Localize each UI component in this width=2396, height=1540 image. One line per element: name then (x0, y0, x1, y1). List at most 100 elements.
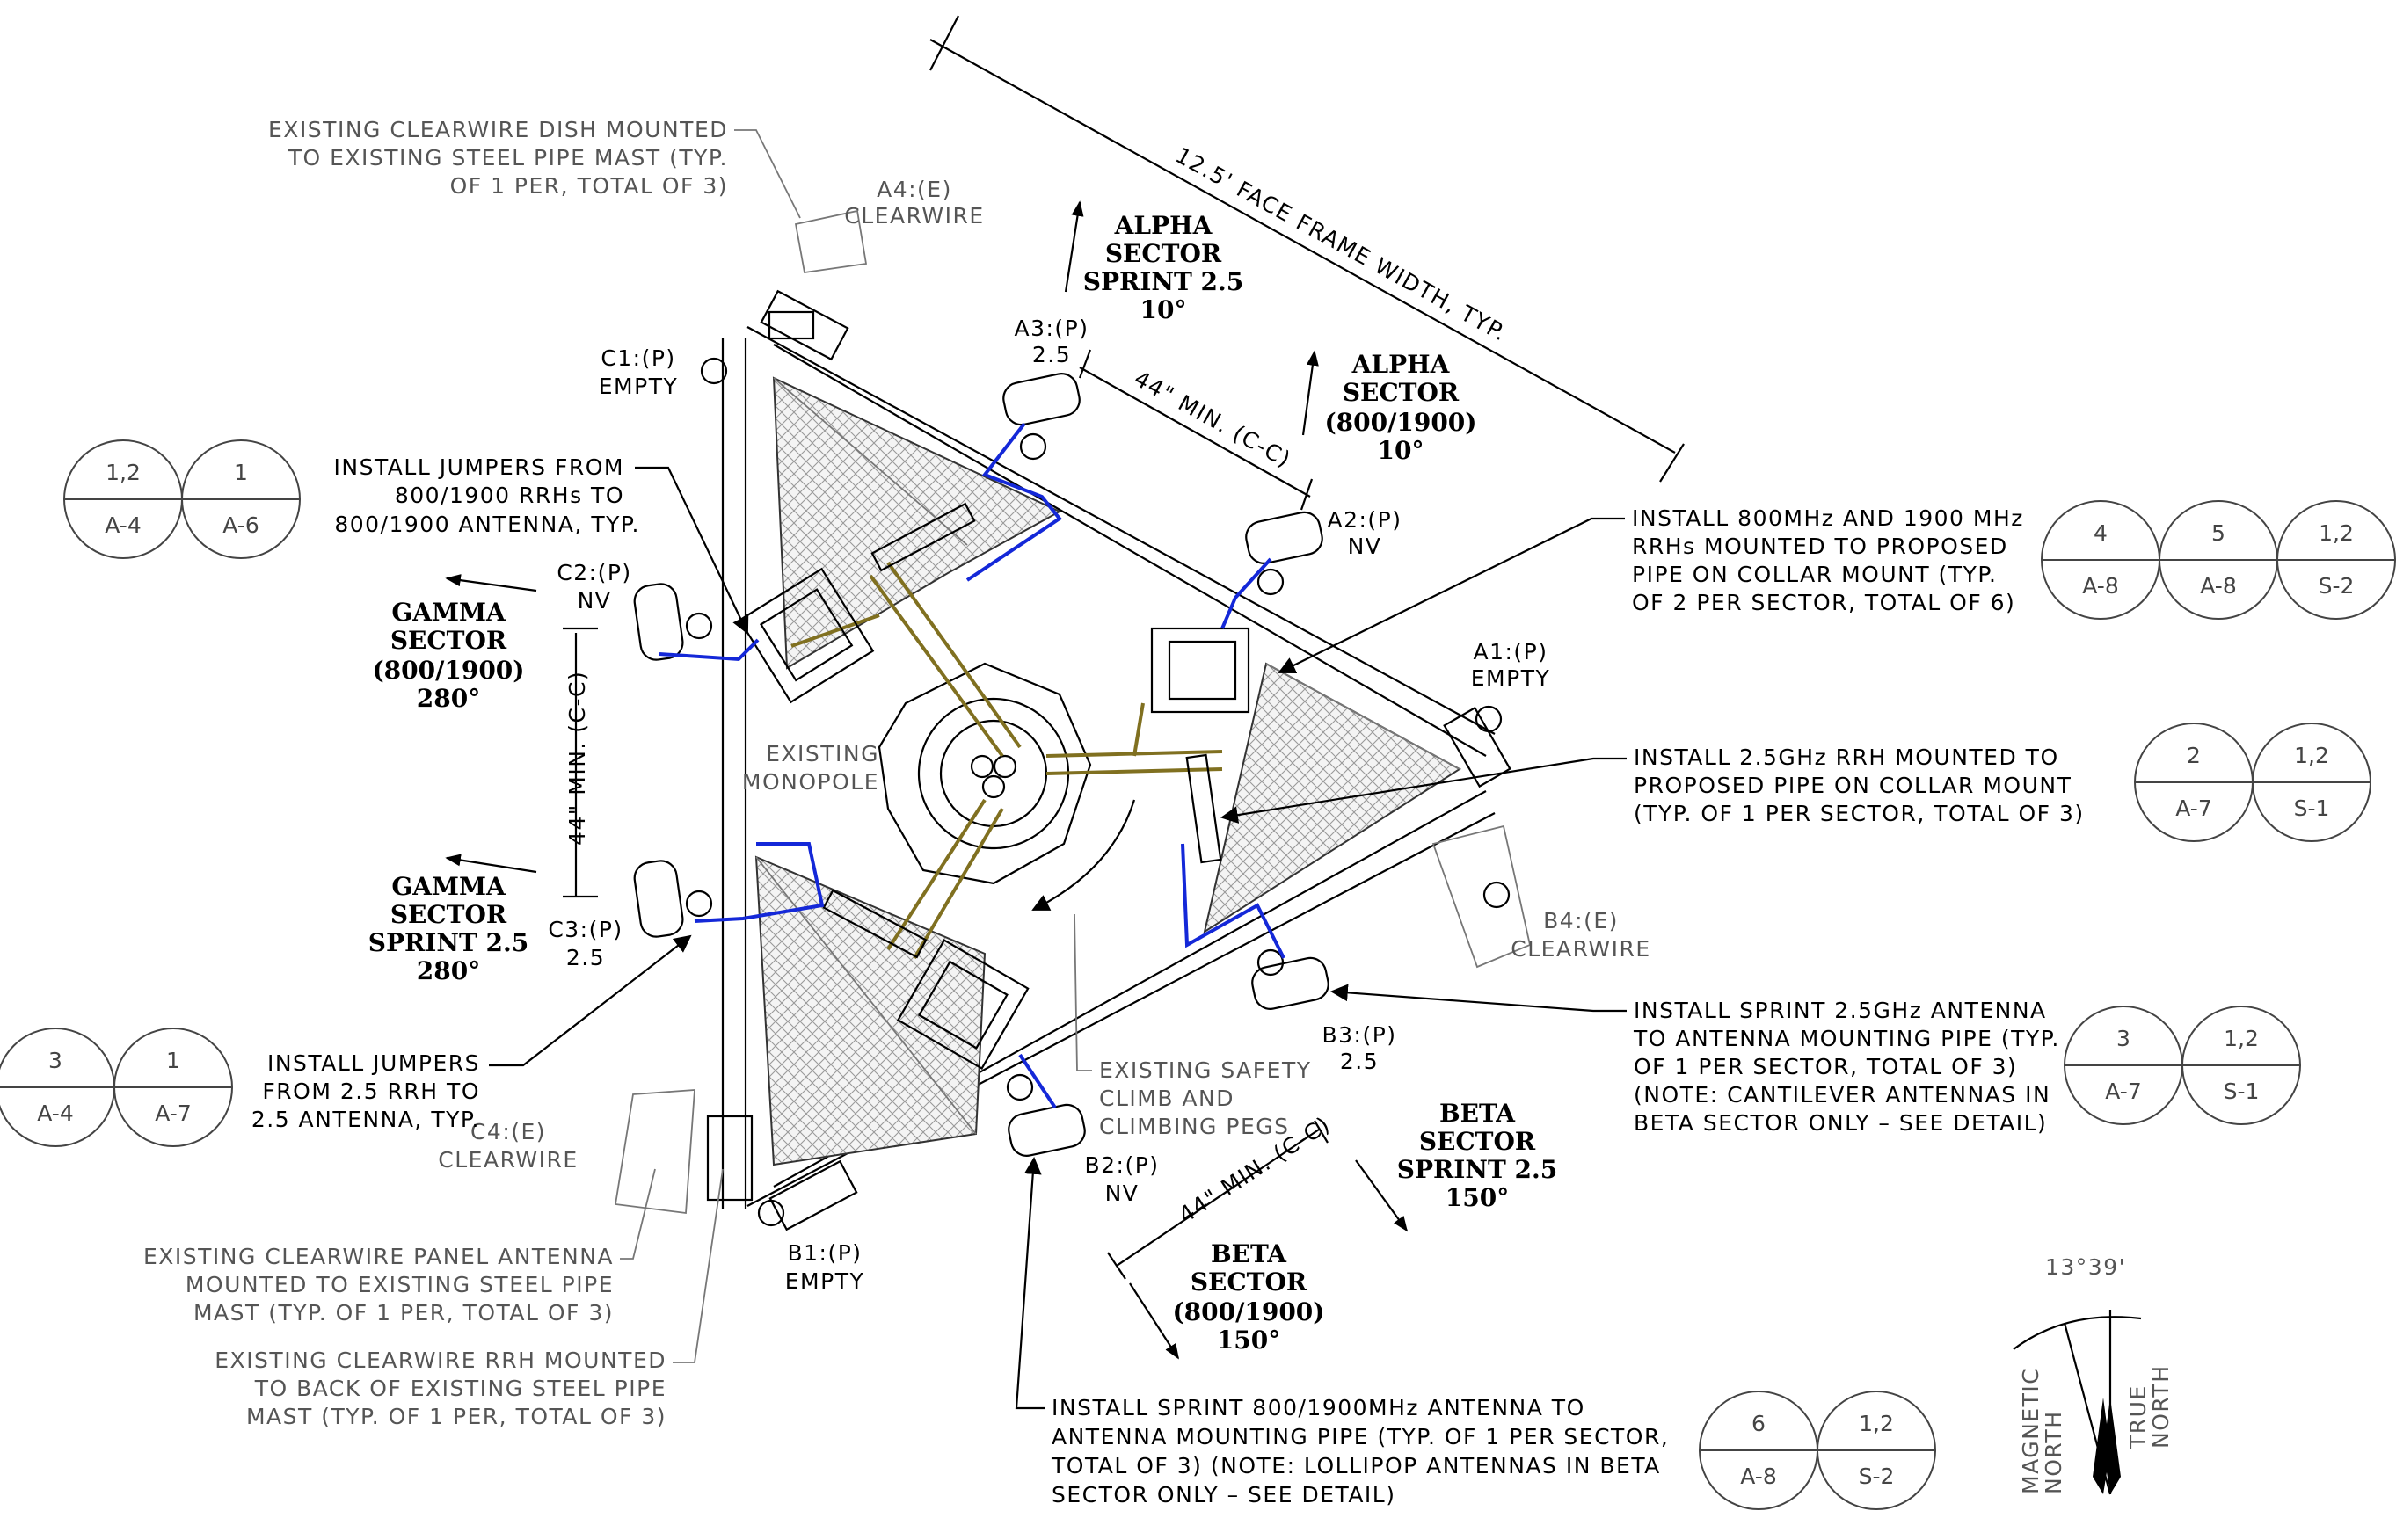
svg-text:800/1900 RRHs TO: 800/1900 RRHs TO (395, 483, 624, 508)
detail-bubble: 2 A-7 (2134, 723, 2254, 842)
svg-text:EXISTING SAFETY: EXISTING SAFETY (1099, 1057, 1311, 1083)
sheet-number: S-2 (2319, 573, 2355, 599)
svg-text:BETA: BETA (1211, 1239, 1287, 1268)
svg-text:PROPOSED PIPE ON COLLAR MOUNT: PROPOSED PIPE ON COLLAR MOUNT (1634, 773, 2072, 798)
svg-text:SPRINT 2.5: SPRINT 2.5 (1083, 267, 1244, 296)
svg-text:SECTOR: SECTOR (390, 900, 507, 929)
detail-number: 1,2 (2224, 1026, 2259, 1051)
svg-text:280°: 280° (417, 684, 480, 713)
detail-bubble: 6 A-8 (1699, 1391, 1818, 1510)
svg-text:SECTOR: SECTOR (390, 626, 507, 655)
sheet-number: A-7 (2175, 795, 2211, 821)
detail-bubble: 1 A-6 (181, 439, 301, 559)
detail-bubble: 1,2 A-4 (63, 439, 183, 559)
svg-text:EXISTING: EXISTING (766, 741, 879, 766)
svg-text:2.5: 2.5 (566, 945, 605, 970)
svg-text:SECTOR: SECTOR (1191, 1268, 1307, 1297)
support-arms (790, 561, 1223, 960)
detail-number: 3 (48, 1048, 62, 1073)
note-rrh-25: INSTALL 2.5GHz RRH MOUNTED TO PROPOSED P… (1220, 745, 2085, 826)
svg-text:(800/1900): (800/1900) (372, 656, 524, 685)
detail-bubble: 5 A-8 (2159, 500, 2278, 620)
detail-bubble: 3 A-4 (0, 1028, 115, 1147)
svg-text:NV: NV (578, 588, 612, 614)
detail-bubble: 1 A-7 (113, 1028, 233, 1147)
svg-text:(NOTE: CANTILEVER ANTENNAS IN: (NOTE: CANTILEVER ANTENNAS IN (1634, 1082, 2050, 1108)
detail-number: 1 (166, 1048, 180, 1073)
note-clearwire-panel: EXISTING CLEARWIRE PANEL ANTENNA MOUNTED… (143, 1168, 656, 1326)
svg-text:(TYP. OF 1 PER SECTOR, TOTAL O: (TYP. OF 1 PER SECTOR, TOTAL OF 3) (1634, 801, 2085, 826)
svg-text:(800/1900): (800/1900) (1324, 408, 1476, 437)
true-north-label: TRUE NORTH (2125, 1364, 2174, 1449)
antennas (614, 209, 1532, 1227)
detail-bubble: 1,2 S-1 (2252, 723, 2371, 842)
note-clearwire-dish: EXISTING CLEARWIRE DISH MOUNTED TO EXIST… (268, 117, 801, 219)
svg-text:C1:(P): C1:(P) (601, 345, 675, 371)
svg-text:A3:(P): A3:(P) (1014, 316, 1089, 341)
svg-text:CLEARWIRE: CLEARWIRE (844, 203, 984, 229)
svg-text:2.5: 2.5 (1032, 342, 1071, 367)
detail-number: 1,2 (2319, 520, 2354, 546)
svg-text:A1:(P): A1:(P) (1473, 639, 1548, 665)
svg-text:PIPE ON COLLAR MOUNT (TYP.: PIPE ON COLLAR MOUNT (TYP. (1632, 562, 1997, 587)
sheet-number: S-1 (2224, 1079, 2260, 1104)
svg-text:NV: NV (1105, 1180, 1140, 1206)
svg-text:ALPHA: ALPHA (1351, 350, 1451, 379)
svg-text:EMPTY: EMPTY (785, 1268, 864, 1294)
svg-text:FROM 2.5 RRH TO: FROM 2.5 RRH TO (262, 1079, 480, 1104)
sheet-number: S-2 (1859, 1464, 1895, 1489)
svg-text:150°: 150° (1446, 1183, 1509, 1212)
detail-bubble: 1,2 S-2 (1817, 1391, 1936, 1510)
svg-text:INSTALL 800MHz AND 1900 MHz: INSTALL 800MHz AND 1900 MHz (1632, 505, 2024, 531)
svg-text:SECTOR ONLY – SEE DETAIL): SECTOR ONLY – SEE DETAIL) (1052, 1482, 1395, 1507)
svg-text:CLIMB AND: CLIMB AND (1099, 1086, 1234, 1111)
svg-text:INSTALL SPRINT 800/1900MHz ANT: INSTALL SPRINT 800/1900MHz ANTENNA TO (1052, 1395, 1585, 1420)
svg-text:B1:(P): B1:(P) (787, 1240, 862, 1266)
rrh-units (738, 502, 1250, 1071)
svg-text:SECTOR: SECTOR (1343, 378, 1460, 407)
svg-text:SECTOR: SECTOR (1105, 239, 1222, 268)
sheet-number: A-8 (2200, 573, 2236, 599)
sheet-number: A-4 (37, 1101, 73, 1126)
svg-text:TO EXISTING STEEL PIPE MAST (T: TO EXISTING STEEL PIPE MAST (TYP. (288, 145, 728, 171)
svg-text:EXISTING CLEARWIRE RRH MOUNTED: EXISTING CLEARWIRE RRH MOUNTED (215, 1348, 666, 1373)
svg-text:OF 2 PER SECTOR, TOTAL OF 6): OF 2 PER SECTOR, TOTAL OF 6) (1632, 590, 2015, 615)
svg-text:A2:(P): A2:(P) (1327, 507, 1402, 533)
svg-text:GAMMA: GAMMA (391, 872, 506, 901)
monopole-label: EXISTING MONOPOLE (742, 741, 879, 795)
sector-arrows (445, 200, 1409, 1360)
svg-text:INSTALL JUMPERS FROM: INSTALL JUMPERS FROM (334, 454, 624, 480)
detail-number: 4 (2094, 520, 2108, 546)
detail-number: 1,2 (106, 460, 141, 485)
note-jumpers-800: INSTALL JUMPERS FROM 800/1900 RRHs TO 80… (334, 454, 749, 635)
svg-text:280°: 280° (417, 956, 480, 985)
svg-text:GAMMA: GAMMA (391, 598, 506, 627)
svg-text:MAST (TYP. OF 1 PER, TOTAL OF: MAST (TYP. OF 1 PER, TOTAL OF 3) (193, 1300, 614, 1326)
svg-text:MOUNTED TO EXISTING STEEL PIPE: MOUNTED TO EXISTING STEEL PIPE (186, 1272, 614, 1297)
note-sprint-25-antenna: INSTALL SPRINT 2.5GHz ANTENNA TO ANTENNA… (1330, 984, 2058, 1136)
svg-text:B3:(P): B3:(P) (1322, 1022, 1396, 1048)
magnetic-north-label: MAGNETIC NORTH (2018, 1359, 2066, 1494)
gamma-spacing-dimension: 44" MIN. (C-C) (563, 627, 598, 898)
svg-text:INSTALL JUMPERS: INSTALL JUMPERS (267, 1050, 480, 1076)
svg-text:SECTOR: SECTOR (1419, 1127, 1536, 1156)
detail-number: 1,2 (1859, 1411, 1894, 1436)
gamma-spacing-label: 44" MIN. (C-C) (564, 671, 590, 846)
svg-text:MAST (TYP. OF 1 PER, TOTAL OF: MAST (TYP. OF 1 PER, TOTAL OF 3) (246, 1404, 666, 1429)
svg-text:TO BACK OF EXISTING STEEL PIPE: TO BACK OF EXISTING STEEL PIPE (254, 1376, 666, 1401)
svg-text:INSTALL SPRINT 2.5GHz ANTENNA: INSTALL SPRINT 2.5GHz ANTENNA (1634, 998, 2047, 1023)
svg-text:10°: 10° (1378, 436, 1424, 465)
svg-text:2.5 ANTENNA, TYP.: 2.5 ANTENNA, TYP. (251, 1107, 480, 1132)
sheet-number: A-8 (2082, 573, 2118, 599)
detail-bubble: 3 A-7 (2064, 1006, 2183, 1125)
svg-text:SPRINT 2.5: SPRINT 2.5 (1397, 1155, 1558, 1184)
sector-alpha-25: ALPHA SECTOR SPRINT 2.5 10° (1083, 211, 1244, 324)
svg-text:B4:(E): B4:(E) (1543, 908, 1619, 933)
sheet-number: A-6 (222, 512, 259, 538)
svg-text:OF 1 PER SECTOR, TOTAL OF 3): OF 1 PER SECTOR, TOTAL OF 3) (1634, 1054, 2017, 1079)
svg-text:INSTALL 2.5GHz RRH MOUNTED TO: INSTALL 2.5GHz RRH MOUNTED TO (1634, 745, 2059, 770)
sector-gamma-800: GAMMA SECTOR (800/1900) 280° (372, 598, 524, 713)
svg-text:150°: 150° (1217, 1326, 1280, 1355)
position-labels: A4:(E) CLEARWIRE A3:(P) 2.5 A2:(P) NV A1… (438, 177, 1650, 1294)
